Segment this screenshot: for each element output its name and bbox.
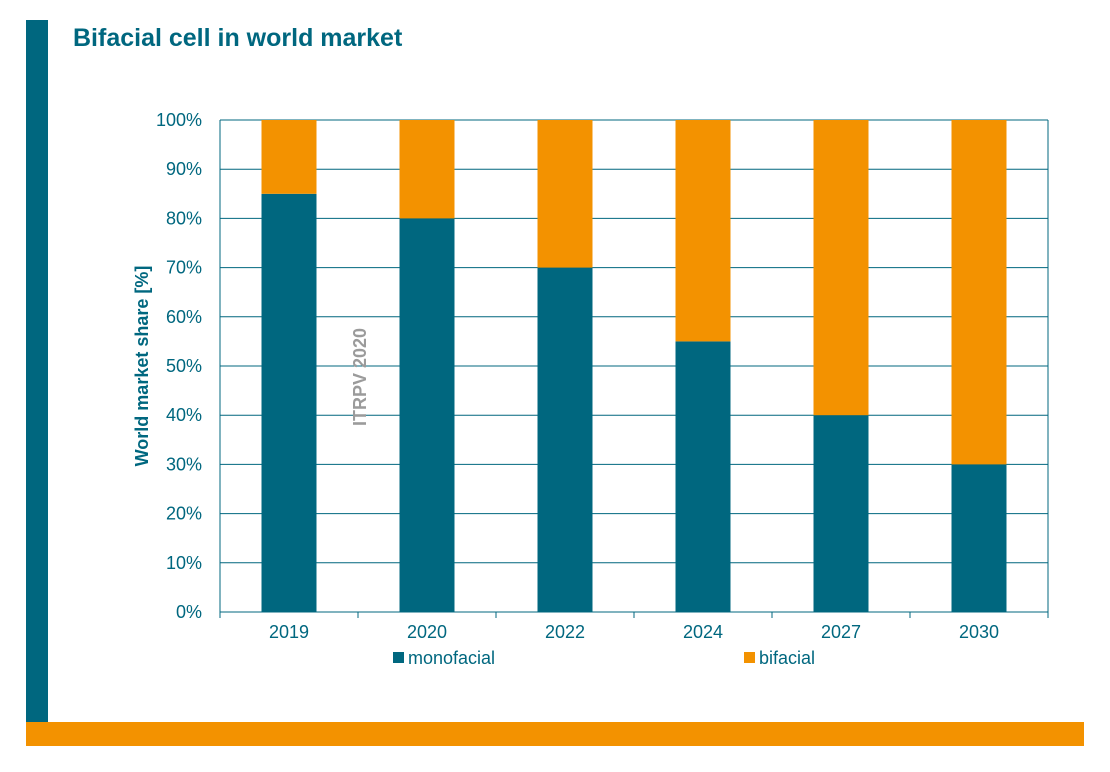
bar-monofacial-2022 — [537, 267, 593, 612]
page-title: Bifacial cell in world market — [73, 24, 403, 52]
y-tick-label: 40% — [166, 405, 202, 425]
y-tick-label: 60% — [166, 307, 202, 327]
y-tick-label: 90% — [166, 159, 202, 179]
legend-swatch-bifacial — [744, 652, 755, 663]
bar-bifacial-2027 — [813, 120, 869, 416]
gridlines — [220, 119, 1048, 613]
bars — [261, 120, 1007, 613]
bar-bifacial-2022 — [537, 120, 593, 268]
y-axis-label: World market share [%] — [132, 266, 152, 467]
bar-monofacial-2027 — [813, 415, 869, 612]
bar-bifacial-2019 — [261, 120, 317, 194]
bar-bifacial-2030 — [951, 120, 1007, 465]
y-tick-label: 30% — [166, 454, 202, 474]
bar-bifacial-2024 — [675, 120, 731, 342]
left-accent-bar — [26, 20, 48, 723]
x-tick-label: 2024 — [683, 622, 723, 642]
itrpv-watermark: ITRPV 2020 — [350, 328, 370, 426]
y-tick-label: 70% — [166, 258, 202, 278]
y-tick-label: 100% — [156, 110, 202, 130]
bar-monofacial-2019 — [261, 193, 317, 613]
y-axis-ticks: 0% 10% 20% 30% 40% 50% 60% 70% 80% 90% 100% — [156, 110, 202, 622]
y-tick-label: 0% — [176, 602, 202, 622]
bottom-accent-bar — [26, 722, 1084, 746]
bar-bifacial-2020 — [399, 120, 455, 219]
x-tick-label: 2019 — [269, 622, 309, 642]
legend-label-monofacial: monofacial — [408, 648, 495, 668]
bar-monofacial-2020 — [399, 218, 455, 612]
bar-monofacial-2030 — [951, 464, 1007, 612]
y-tick-label: 80% — [166, 208, 202, 228]
y-tick-label: 50% — [166, 356, 202, 376]
y-tick-label: 10% — [166, 553, 202, 573]
x-tick-label: 2030 — [959, 622, 999, 642]
y-tick-label: 20% — [166, 504, 202, 524]
x-tick-label: 2022 — [545, 622, 585, 642]
bar-monofacial-2024 — [675, 341, 731, 612]
x-tick-label: 2027 — [821, 622, 861, 642]
legend: monofacial bifacial — [393, 648, 815, 668]
x-axis-ticks: 2019 2020 2022 2024 2027 2030 — [219, 612, 1049, 642]
legend-swatch-monofacial — [393, 652, 404, 663]
legend-label-bifacial: bifacial — [759, 648, 815, 668]
x-tick-label: 2020 — [407, 622, 447, 642]
